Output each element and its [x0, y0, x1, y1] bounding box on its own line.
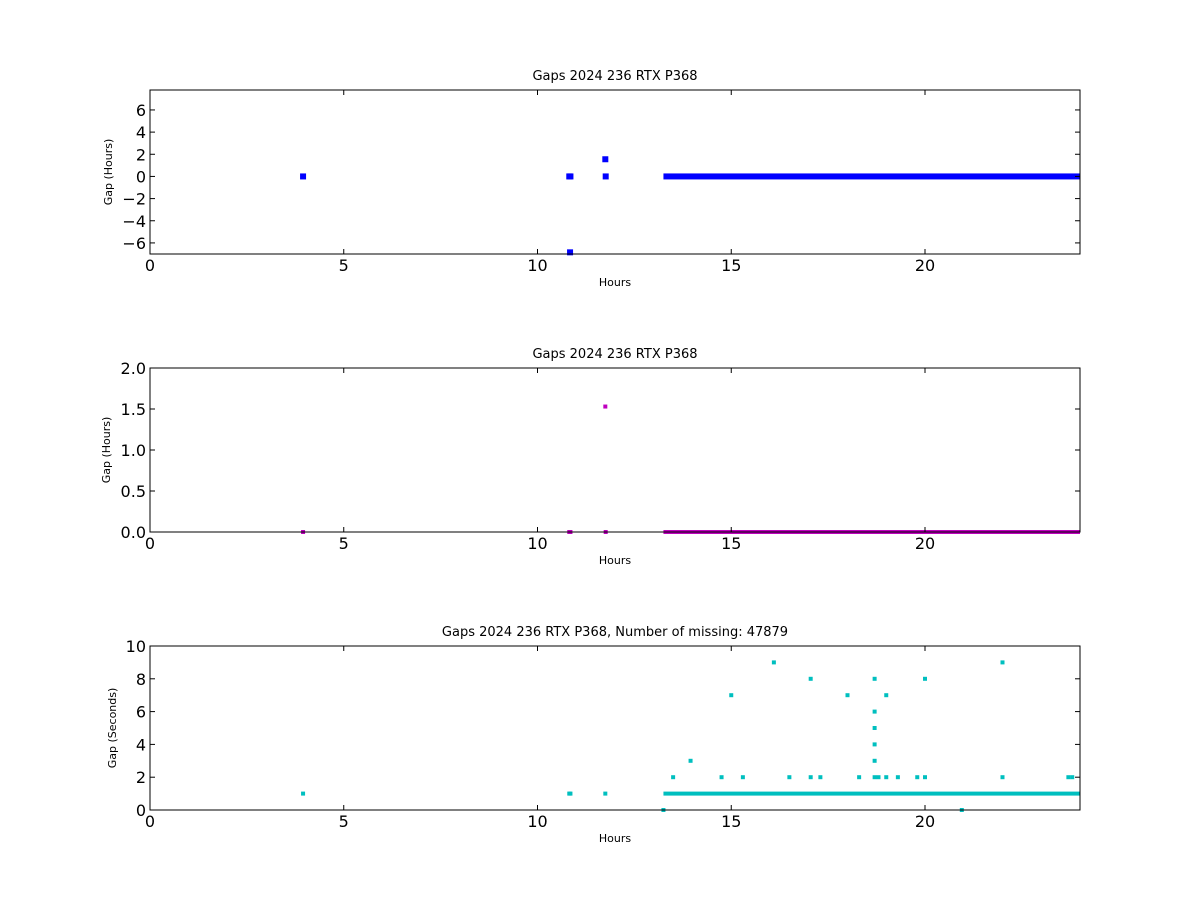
- x-tick-label: 20: [915, 256, 935, 275]
- data-point-0-21: [872, 758, 877, 763]
- y-tick-label: 0.0: [121, 523, 146, 542]
- plot-title: Gaps 2024 236 RTX P368, Number of missin…: [442, 625, 788, 640]
- data-point-0-33: [1066, 775, 1071, 780]
- data-point-0-18: [872, 709, 877, 714]
- y-tick-label: 6: [136, 101, 146, 120]
- data-point-0-4: [602, 156, 609, 163]
- x-axis-label: Hours: [599, 276, 631, 289]
- y-axis-label: Gap (Seconds): [106, 688, 119, 769]
- subplot-3: Gaps 2024 236 RTX P368, Number of missin…: [106, 625, 1081, 845]
- data-point-0-7: [719, 775, 724, 780]
- y-axis-label: Gap (Hours): [100, 417, 113, 484]
- y-tick-label: 10: [126, 637, 146, 656]
- data-point-0-29: [923, 775, 927, 780]
- data-point-0-2: [568, 791, 573, 796]
- data-point-0-28: [923, 676, 927, 681]
- x-tick-label: 10: [527, 812, 547, 831]
- data-point-0-3: [603, 791, 608, 796]
- y-tick-label: 8: [136, 670, 146, 689]
- x-tick-label: 15: [721, 534, 741, 553]
- y-tick-label: 4: [136, 735, 146, 754]
- subplot-1: Gaps 2024 236 RTX P368 Hours Gap (Hours)…: [102, 69, 1081, 289]
- y-tick-label: 6: [136, 703, 146, 722]
- data-point-0-2: [567, 173, 574, 180]
- y-tick-label: 1.0: [121, 441, 146, 460]
- data-point-0-20: [872, 742, 877, 747]
- y-tick-label: 1.5: [121, 400, 146, 419]
- data-point-0-23: [876, 775, 881, 780]
- data-point-0-13: [808, 775, 813, 780]
- data-point-0-26: [895, 775, 900, 780]
- data-point-0-31: [1000, 660, 1005, 665]
- data-point-0-5: [602, 173, 609, 180]
- data-point-0-0: [301, 791, 306, 796]
- plot-title: Gaps 2024 236 RTX P368: [532, 347, 697, 362]
- x-tick-label: 20: [915, 812, 935, 831]
- x-axis-label: Hours: [599, 832, 631, 845]
- data-point-0-24: [884, 693, 889, 698]
- y-tick-label: −2: [122, 190, 146, 209]
- data-point-0-10: [771, 660, 776, 665]
- x-tick-label: 0: [145, 534, 155, 553]
- data-point-0-5: [671, 775, 676, 780]
- data-point-0-14: [818, 775, 823, 780]
- y-tick-label: 2.0: [121, 359, 146, 378]
- data-point-0-17: [872, 676, 877, 681]
- data-point-0-34: [1070, 775, 1075, 780]
- x-tick-label: 0: [145, 812, 155, 831]
- x-tick-label: 5: [339, 534, 349, 553]
- data-run-0-0: [663, 173, 1080, 180]
- x-tick-label: 15: [721, 256, 741, 275]
- plot-title: Gaps 2024 236 RTX P368: [532, 69, 697, 84]
- data-point-0-0: [300, 173, 307, 180]
- data-point-0-9: [740, 775, 745, 780]
- x-tick-label: 10: [527, 256, 547, 275]
- x-tick-label: 5: [339, 256, 349, 275]
- data-run-0-0: [663, 791, 1080, 796]
- subplot-2: Gaps 2024 236 RTX P368 Hours Gap (Hours)…: [100, 347, 1081, 567]
- data-point-0-6: [688, 758, 693, 763]
- x-tick-label: 0: [145, 256, 155, 275]
- y-tick-label: 0: [136, 801, 146, 820]
- y-axis-label: Gap (Hours): [102, 139, 115, 206]
- y-tick-label: 0: [136, 167, 146, 186]
- data-point-0-8: [729, 693, 734, 698]
- data-point-0-32: [1000, 775, 1005, 780]
- y-tick-label: 4: [136, 123, 146, 142]
- y-tick-label: 0.5: [121, 482, 146, 501]
- x-tick-label: 20: [915, 534, 935, 553]
- y-tick-label: 2: [136, 145, 146, 164]
- data-point-0-3: [603, 404, 608, 409]
- data-point-0-16: [857, 775, 862, 780]
- plot-frame: [149, 645, 1081, 811]
- x-axis-label: Hours: [599, 554, 631, 567]
- data-point-0-27: [915, 775, 920, 780]
- data-point-0-25: [884, 775, 889, 780]
- x-tick-label: 15: [721, 812, 741, 831]
- data-point-0-15: [845, 693, 850, 698]
- x-tick-label: 10: [527, 534, 547, 553]
- data-point-0-11: [787, 775, 792, 780]
- plot-frame: [149, 89, 1081, 255]
- y-tick-label: −6: [122, 234, 146, 253]
- data-point-0-19: [872, 726, 877, 730]
- y-tick-label: −4: [122, 212, 146, 231]
- data-point-0-22: [872, 775, 877, 780]
- data-point-0-12: [808, 676, 813, 681]
- data-point-0-3: [567, 249, 574, 256]
- x-tick-label: 5: [339, 812, 349, 831]
- y-tick-label: 2: [136, 768, 146, 787]
